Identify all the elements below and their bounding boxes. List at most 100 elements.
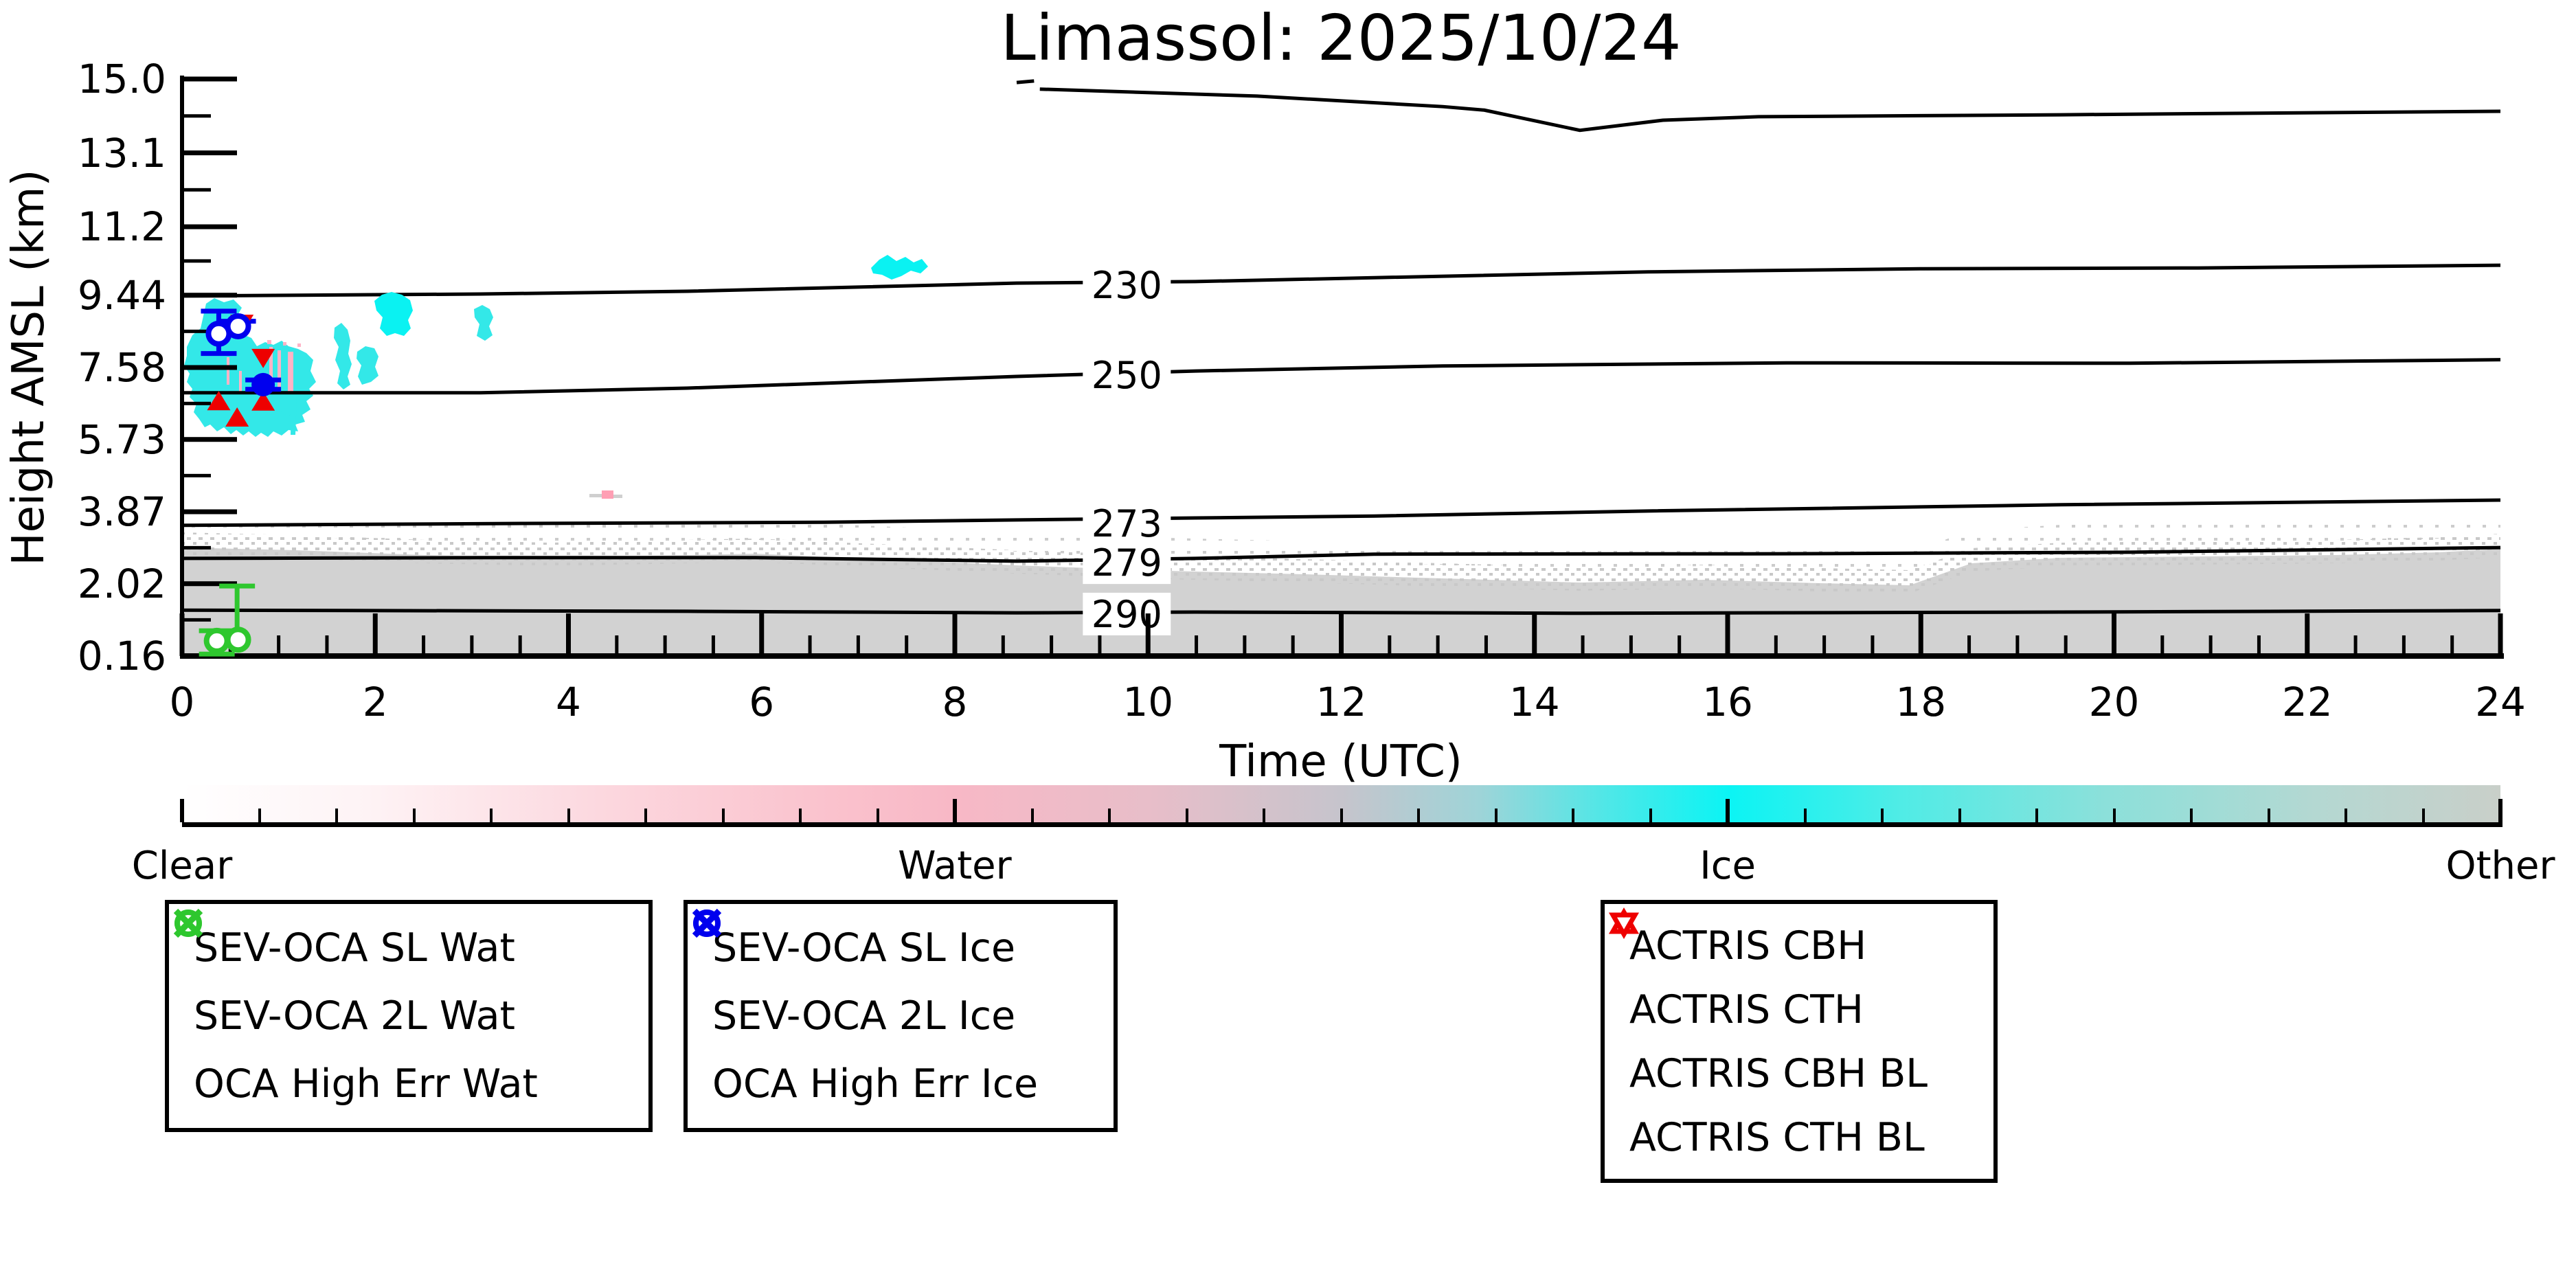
x-tick-minor	[325, 635, 329, 656]
legend-item: ACTRIS CTH BL	[1608, 912, 1993, 1169]
x-tick-label: 24	[2475, 679, 2526, 725]
actris-cth-marker	[251, 348, 275, 368]
contour-label-mask	[1083, 592, 1171, 635]
sev-oca-sl-ice-marker	[251, 372, 275, 396]
x-tick-label: 20	[2088, 679, 2140, 725]
y-tick-major	[182, 293, 237, 298]
actris-cbh-marker	[207, 391, 231, 411]
contour-label: 250	[1092, 354, 1162, 397]
legend-box-water: SEV-OCA SL Wat SEV-OCA 2L Wat OCA High Err…	[165, 900, 653, 1132]
legend-item: ACTRIS CBH BL	[1608, 907, 1993, 1105]
y-tick-label: 7.58	[77, 344, 166, 391]
x-tick-minor	[663, 635, 667, 656]
colorbar-tick	[1340, 809, 1343, 822]
y-tick-minor	[182, 473, 211, 477]
water-pixel	[269, 347, 273, 385]
colorbar-tick	[1881, 809, 1884, 822]
tri-down-open-icon	[1608, 912, 1640, 940]
x-tick-minor	[1098, 635, 1102, 656]
y-tick-label: 13.1	[77, 129, 166, 177]
legend-item: SEV-OCA 2L Wat	[174, 909, 648, 1050]
x-tick-minor	[1967, 635, 1971, 656]
y-tick-label: 9.44	[77, 271, 166, 319]
x-tick-major	[1145, 613, 1151, 656]
water-pixel	[297, 343, 301, 347]
colorbar-tick	[2112, 809, 2116, 822]
legend-item-label: SEV-OCA SL Wat	[194, 925, 515, 971]
x-tick-label: 0	[169, 679, 195, 725]
x-icon	[692, 908, 722, 938]
x-tick-minor	[808, 635, 812, 656]
x-tick-minor	[1629, 635, 1633, 656]
ice-cloud-f	[871, 255, 928, 280]
colorbar-label-clear: Clear	[131, 844, 233, 888]
x-tick-major	[372, 613, 378, 656]
water-pixel	[278, 350, 281, 390]
colorbar-tick	[2345, 809, 2347, 822]
y-tick-major	[182, 224, 237, 229]
colorbar-tick	[335, 809, 338, 822]
colorbar-tick	[2421, 809, 2425, 822]
x-tick-minor	[2208, 635, 2213, 656]
water-pixel	[283, 342, 286, 346]
ice-cloud-e	[474, 305, 493, 341]
colorbar-tick	[2035, 809, 2038, 822]
legend-item-label: OCA High Err Ice	[712, 1061, 1039, 1107]
legend-item-label: ACTRIS CTH	[1629, 986, 1864, 1032]
x-tick-label: 14	[1509, 679, 1560, 725]
x-tick-label: 18	[1895, 679, 1947, 725]
x-tick-major	[2112, 613, 2116, 656]
colorbar-label-ice: Ice	[1699, 844, 1756, 888]
legend-item-label: ACTRIS CBH BL	[1629, 1050, 1928, 1096]
legend-box-ice: SEV-OCA SL Ice SEV-OCA 2L Ice OCA High Err…	[683, 900, 1118, 1132]
x-tick-minor	[518, 635, 522, 656]
y-tick-label: 15.0	[77, 56, 166, 102]
legend-item-label: ACTRIS CBH	[1629, 923, 1867, 969]
x-tick-minor	[2257, 635, 2261, 656]
legend-item: SEV-OCA SL Wat	[174, 909, 648, 982]
temp-contour-290	[181, 608, 2501, 615]
contour-label-mask	[1083, 353, 1171, 396]
wat-errorbar	[234, 586, 240, 640]
ice-errorbar-cap	[201, 351, 237, 357]
colorbar-tick	[1494, 809, 1498, 822]
x-axis-title: Time (UTC)	[1219, 736, 1462, 787]
legend-item: OCA High Err Ice	[692, 908, 1114, 1118]
x-tick-minor	[1195, 635, 1199, 656]
x-tick-minor	[470, 635, 474, 656]
x-tick-minor	[1050, 635, 1054, 656]
x-tick-minor	[711, 635, 715, 656]
colorbar-tick	[412, 809, 416, 822]
y-tick-major	[182, 509, 237, 515]
x-tick-label: 22	[2281, 679, 2333, 725]
y-tick-label: 11.2	[77, 203, 166, 251]
colorbar-label-water: Water	[898, 844, 1012, 888]
x-tick-major	[2498, 613, 2503, 656]
legend-item: ACTRIS CTH	[1610, 913, 1993, 1041]
y-tick-label: 2.02	[77, 560, 166, 607]
contour-label: 279	[1092, 541, 1162, 585]
colorbar-tick	[1649, 809, 1652, 822]
contour-label-mask	[1083, 264, 1171, 306]
x-tick-minor	[277, 635, 281, 656]
x-tick-minor	[2160, 635, 2165, 656]
x-tick-minor	[2015, 635, 2020, 656]
legend-item-label: SEV-OCA 2L Wat	[194, 993, 515, 1039]
x-tick-major	[952, 613, 958, 656]
x-tick-minor	[422, 635, 426, 656]
water-pixel	[267, 340, 271, 344]
colorbar-tick	[2190, 809, 2193, 822]
x-tick-minor	[905, 635, 909, 656]
temp-contour-250	[182, 358, 2501, 395]
x-tick-minor	[615, 635, 619, 656]
y-tick-label: 5.73	[77, 416, 166, 463]
water-pixel	[239, 371, 242, 392]
axis-spine-left	[180, 76, 184, 659]
x-tick-label: 8	[942, 679, 968, 725]
x-tick-minor	[1677, 635, 1682, 656]
x-tick-minor	[2450, 635, 2454, 656]
colorbar-tick	[567, 809, 570, 822]
x-tick-minor	[2353, 635, 2358, 656]
y-tick-minor	[182, 545, 211, 550]
